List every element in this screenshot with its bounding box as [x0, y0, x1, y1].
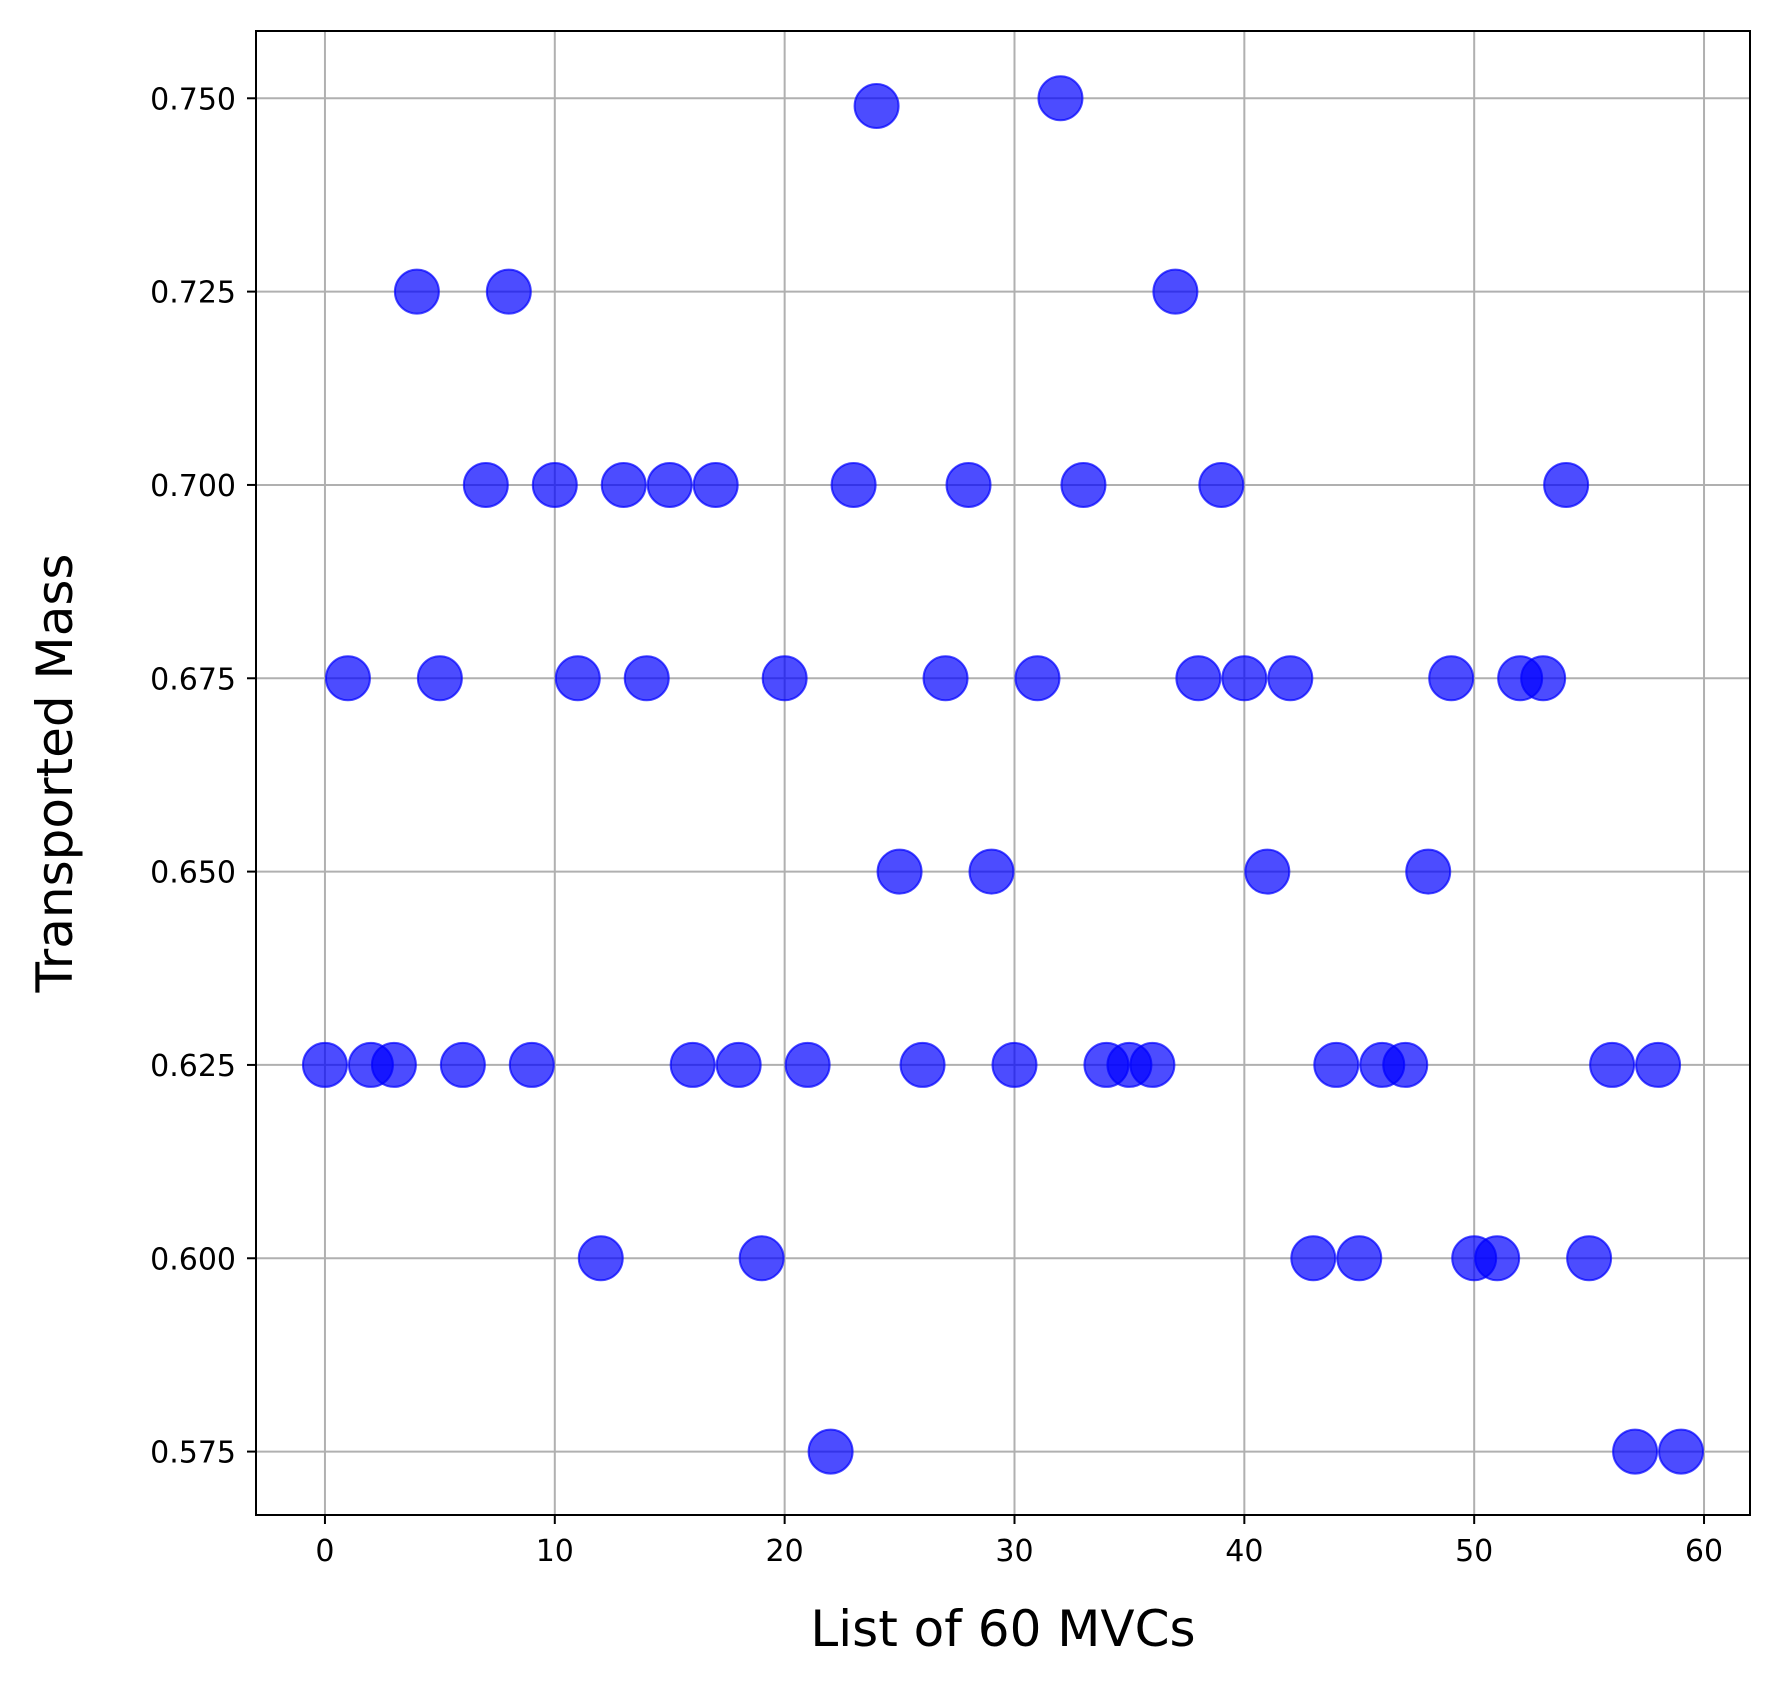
y-tick-label: 0.575 [150, 1436, 236, 1471]
data-point [899, 1041, 946, 1088]
data-point [1129, 1041, 1176, 1088]
x-axis-ticks: 0 10 20 30 40 50 60 [315, 1515, 1723, 1569]
data-point [1405, 848, 1452, 895]
data-point [393, 268, 440, 315]
data-point [1037, 75, 1084, 122]
plot-frame [255, 30, 1751, 1516]
data-point [991, 1041, 1038, 1088]
data-point [715, 1041, 762, 1088]
data-point [1543, 461, 1590, 508]
y-tick-label: 0.725 [150, 276, 236, 311]
y-tick-label: 0.675 [150, 662, 236, 697]
data-point [1014, 655, 1061, 702]
data-point [508, 1041, 555, 1088]
x-tick-label: 60 [1685, 1534, 1723, 1569]
x-axis-title: List of 60 MVCs [810, 1600, 1195, 1658]
y-axis-title: Transported Mass [26, 554, 84, 994]
data-point [1612, 1428, 1659, 1475]
data-point [1152, 268, 1199, 315]
x-tick-label: 50 [1455, 1534, 1493, 1569]
y-tick-label: 0.750 [150, 82, 236, 117]
data-point [301, 1041, 348, 1088]
data-point [1382, 1041, 1429, 1088]
data-point [1198, 461, 1245, 508]
data-point [968, 848, 1015, 895]
data-point [669, 1041, 716, 1088]
grid-lines [256, 31, 1750, 1515]
data-point [1520, 655, 1567, 702]
data-point [462, 461, 509, 508]
data-point [1244, 848, 1291, 895]
data-point [853, 83, 900, 130]
data-point [1474, 1235, 1521, 1282]
data-point [1267, 655, 1314, 702]
data-point [554, 655, 601, 702]
data-point [416, 655, 463, 702]
y-tick-label: 0.700 [150, 469, 236, 504]
data-point [1060, 461, 1107, 508]
data-point [646, 461, 693, 508]
y-tick-label: 0.650 [150, 856, 236, 891]
data-point [600, 461, 647, 508]
data-point [485, 268, 532, 315]
data-point [1336, 1235, 1383, 1282]
data-point [1589, 1041, 1636, 1088]
data-point [1221, 655, 1268, 702]
data-point [370, 1041, 417, 1088]
x-tick-label: 0 [315, 1534, 334, 1569]
data-point [623, 655, 670, 702]
data-point [830, 461, 877, 508]
data-point [531, 461, 578, 508]
data-point [1290, 1235, 1337, 1282]
data-point [577, 1235, 624, 1282]
data-point [807, 1428, 854, 1475]
data-point [784, 1041, 831, 1088]
y-tick-label: 0.625 [150, 1049, 236, 1084]
data-point [738, 1235, 785, 1282]
data-point [439, 1041, 486, 1088]
x-tick-label: 40 [1225, 1534, 1263, 1569]
data-point [876, 848, 923, 895]
data-point [1175, 655, 1222, 702]
data-point [1313, 1041, 1360, 1088]
y-axis-ticks: 0.575 0.600 0.625 0.650 0.675 0.700 0.725 0.750 [150, 82, 256, 1471]
data-point [761, 655, 808, 702]
data-point [324, 655, 371, 702]
data-point [1428, 655, 1475, 702]
x-tick-label: 20 [766, 1534, 804, 1569]
data-point [922, 655, 969, 702]
data-points [301, 75, 1705, 1475]
data-point [692, 461, 739, 508]
data-point [1635, 1041, 1682, 1088]
x-tick-label: 30 [995, 1534, 1033, 1569]
data-point [945, 461, 992, 508]
x-tick-label: 10 [536, 1534, 574, 1569]
data-point [1658, 1428, 1705, 1475]
y-tick-label: 0.600 [150, 1242, 236, 1277]
data-point [1566, 1235, 1613, 1282]
